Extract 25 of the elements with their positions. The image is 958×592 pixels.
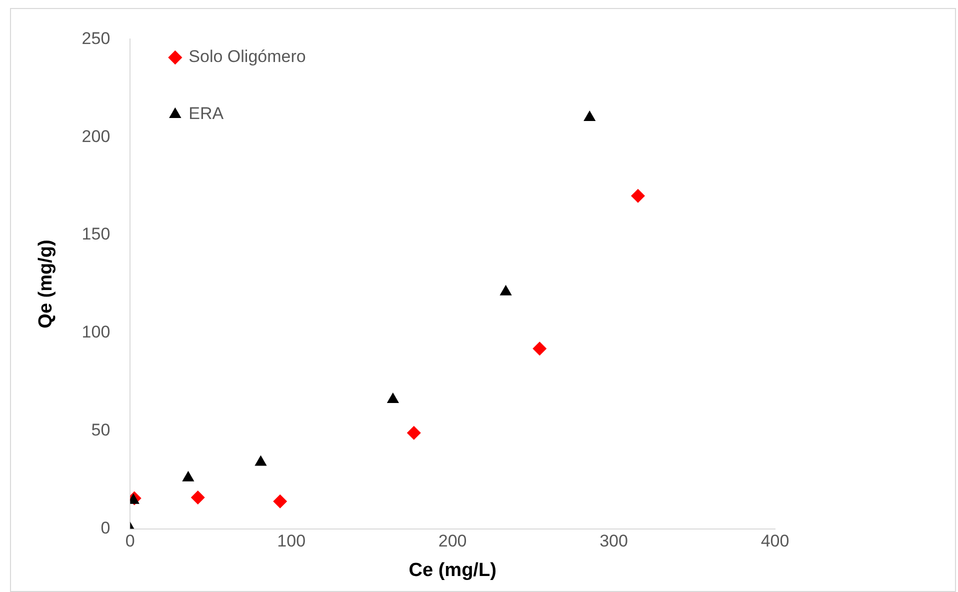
x-axis-title: Ce (mg/L)	[408, 560, 496, 581]
point	[254, 455, 267, 466]
y-tick-label: 200	[82, 126, 110, 146]
y-tick-label: 100	[82, 322, 110, 342]
y-tick-label: 250	[82, 28, 110, 48]
legend-label: ERA	[188, 104, 224, 124]
x-tick-label: 400	[760, 532, 790, 551]
x-tick-label: 300	[600, 532, 628, 551]
y-tick-label: 0	[100, 518, 110, 538]
point	[273, 494, 288, 508]
y-tick-label: 50	[91, 420, 110, 440]
x-tick-label: 200	[438, 532, 467, 551]
x-tick-label: 0	[125, 532, 135, 551]
point	[386, 392, 399, 404]
point	[406, 426, 421, 440]
point	[190, 490, 205, 504]
x-tick-label: 100	[277, 532, 306, 551]
legend-label: Solo Oligómero	[188, 47, 306, 66]
y-axis-title: Qe (mg/g)	[36, 240, 57, 328]
point	[182, 470, 194, 482]
point	[500, 284, 512, 296]
y-tick-label: 150	[82, 224, 110, 244]
point	[532, 342, 547, 356]
point	[584, 110, 596, 122]
point	[630, 188, 645, 203]
